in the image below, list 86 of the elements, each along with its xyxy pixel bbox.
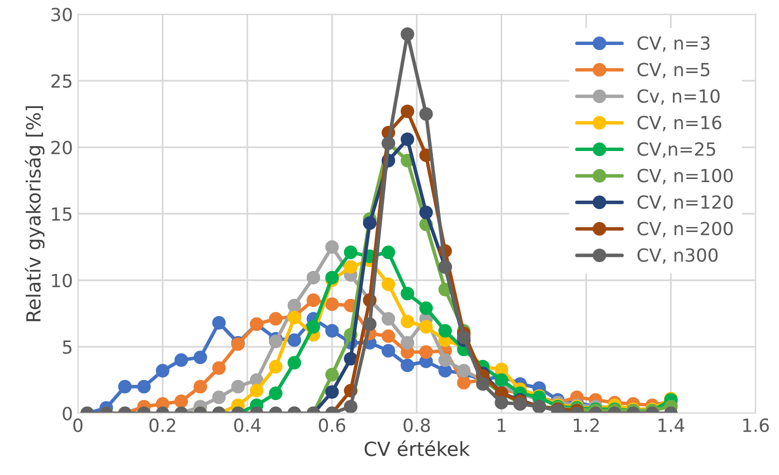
legend-label: CV, n=3 — [638, 36, 710, 52]
y-axis-title: Relatív gyakoriság [%] — [24, 106, 45, 322]
point — [268, 334, 282, 348]
point — [194, 380, 208, 394]
point — [438, 324, 452, 338]
point — [288, 356, 302, 370]
point — [174, 353, 188, 367]
x-tick-label: 1.6 — [743, 418, 769, 432]
point — [494, 396, 508, 410]
point — [400, 314, 414, 328]
y-tick-label: 15 — [52, 207, 72, 221]
legend-label: Cv, n=10 — [638, 89, 720, 105]
point — [438, 353, 452, 367]
point — [156, 364, 170, 378]
point — [419, 320, 433, 334]
point — [382, 329, 396, 343]
x-tick-label: 0.4 — [234, 418, 261, 432]
legend-label: CV,n=25 — [638, 142, 716, 158]
point — [325, 297, 339, 311]
point — [400, 104, 414, 118]
point — [325, 324, 339, 338]
y-tick-label: 10 — [52, 274, 72, 288]
point — [268, 360, 282, 374]
point — [476, 377, 490, 391]
point — [325, 368, 339, 382]
y-tick-label: 5 — [62, 340, 72, 354]
legend-label: CV, n300 — [638, 248, 718, 264]
point — [457, 376, 471, 390]
point — [325, 270, 339, 284]
point — [344, 400, 358, 414]
legend-label: CV, n=120 — [638, 195, 733, 211]
x-tick-label: 0.6 — [318, 418, 346, 432]
point — [288, 333, 302, 347]
point — [118, 380, 132, 394]
point — [250, 384, 264, 398]
point — [174, 394, 188, 408]
x-tick-label: 0.8 — [404, 418, 430, 432]
point — [419, 345, 433, 359]
x-tick-label: 1.4 — [658, 418, 684, 432]
point — [382, 344, 396, 358]
x-axis-title: CV értékek — [364, 440, 470, 456]
point — [382, 246, 396, 260]
point — [268, 312, 282, 326]
point — [306, 270, 320, 284]
legend-label: CV, n=100 — [638, 168, 733, 184]
point — [212, 361, 226, 375]
point — [400, 358, 414, 372]
point — [362, 317, 377, 331]
x-tick-label: 1.2 — [574, 418, 599, 432]
point — [212, 316, 226, 330]
y-tick-label: 25 — [51, 74, 72, 88]
point — [362, 216, 377, 230]
point — [288, 298, 302, 312]
point — [419, 301, 433, 315]
point — [344, 246, 358, 260]
point — [306, 320, 320, 334]
x-tick-label: 1 — [498, 418, 506, 432]
point — [325, 385, 339, 399]
point — [382, 277, 396, 292]
x-tick-label: 0.2 — [149, 418, 176, 432]
legend-label: CV, n=16 — [638, 116, 722, 132]
point — [268, 386, 282, 400]
legend-label: CV, n=5 — [638, 62, 710, 78]
point — [400, 336, 414, 350]
point — [194, 350, 208, 364]
point — [400, 286, 414, 300]
point — [382, 312, 396, 326]
point — [344, 260, 358, 274]
point — [212, 390, 226, 404]
y-tick-label: 30 — [51, 8, 72, 22]
point — [494, 373, 508, 387]
point — [419, 107, 433, 121]
point — [137, 380, 151, 394]
x-tick-label: 0 — [73, 418, 82, 432]
point — [231, 380, 245, 394]
point — [325, 240, 339, 254]
point — [344, 352, 358, 366]
y-tick-label: 20 — [51, 140, 72, 154]
point — [400, 27, 414, 41]
point — [419, 206, 433, 220]
point — [306, 293, 320, 307]
y-tick-label: 0 — [62, 406, 72, 420]
point — [400, 132, 414, 146]
point — [457, 330, 471, 344]
point — [457, 364, 471, 378]
legend-label: CV, n=200 — [638, 222, 733, 238]
